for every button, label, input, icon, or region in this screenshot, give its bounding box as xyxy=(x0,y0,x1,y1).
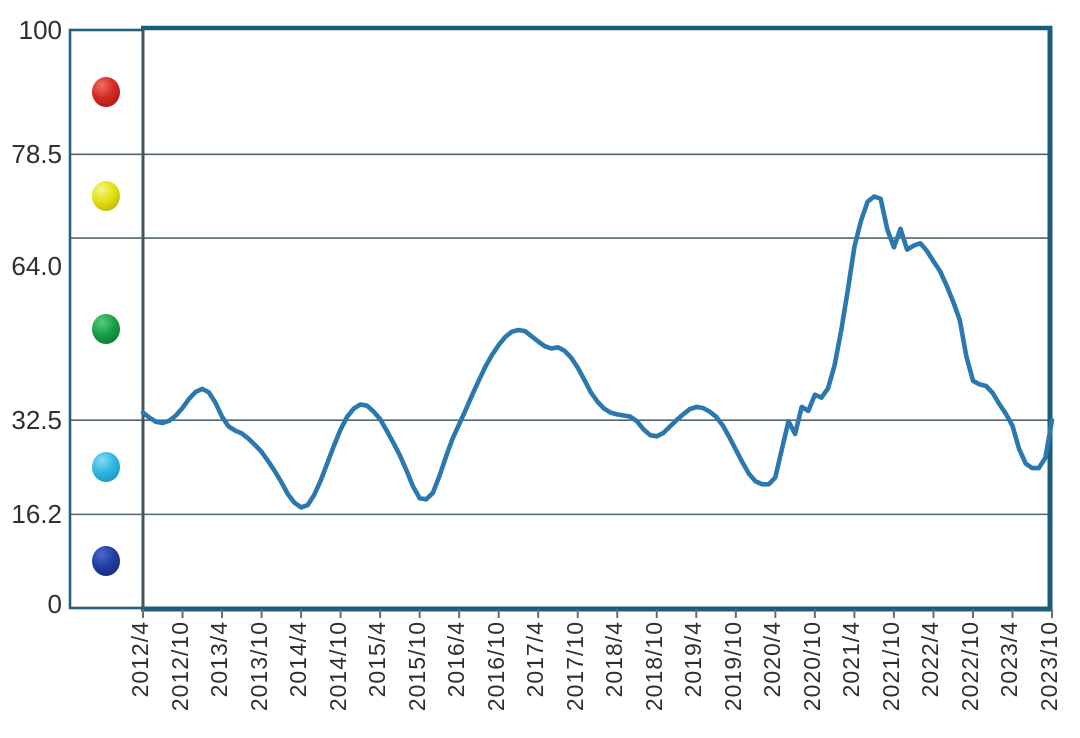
x-tick-label: 2021/4 xyxy=(838,621,865,698)
x-tick-label: 2013/10 xyxy=(245,621,272,712)
legend-ball-yellow xyxy=(92,181,120,212)
x-tick-label: 2023/10 xyxy=(1036,621,1062,712)
x-tick-label: 2022/4 xyxy=(917,621,944,698)
x-tick-label: 2022/10 xyxy=(956,621,983,712)
x-tick-label: 2018/4 xyxy=(601,621,628,698)
legend-ball-green xyxy=(92,314,120,345)
x-tick-label: 2017/4 xyxy=(522,621,549,698)
y-tick-label: 64.0 xyxy=(11,251,62,281)
y-tick-label: 32.5 xyxy=(11,405,62,436)
x-tick-label: 2020/4 xyxy=(759,621,786,698)
y-tick-label: 0 xyxy=(47,589,62,619)
legend-ball-cyan xyxy=(92,452,120,483)
x-tick-label: 2014/4 xyxy=(285,621,312,698)
x-tick-label: 2014/10 xyxy=(324,621,351,712)
legend-ball-red xyxy=(92,77,120,108)
x-tick-label: 2012/4 xyxy=(127,621,153,698)
y-tick-label: 16.2 xyxy=(11,499,62,530)
x-tick-label: 2013/4 xyxy=(206,621,233,698)
x-tick-label: 2021/10 xyxy=(877,621,904,712)
x-tick-label: 2017/10 xyxy=(561,621,588,712)
x-tick-label: 2023/4 xyxy=(996,621,1023,698)
x-tick-label: 2019/10 xyxy=(719,621,746,712)
x-tick-label: 2018/10 xyxy=(640,621,667,712)
x-tick-label: 2016/4 xyxy=(443,621,470,698)
x-tick-label: 2012/10 xyxy=(166,621,193,712)
data-line xyxy=(140,194,1055,510)
legend-ball-navy xyxy=(92,546,120,577)
x-tick-label: 2016/10 xyxy=(482,621,509,712)
y-tick-label: 78.5 xyxy=(11,139,62,170)
x-tick-label: 2015/4 xyxy=(364,621,391,698)
y-tick-label: 100 xyxy=(18,15,62,45)
x-tick-label: 2015/10 xyxy=(403,621,430,712)
x-tick-label: 2019/4 xyxy=(680,621,707,698)
x-tick-label: 2020/10 xyxy=(798,621,825,712)
